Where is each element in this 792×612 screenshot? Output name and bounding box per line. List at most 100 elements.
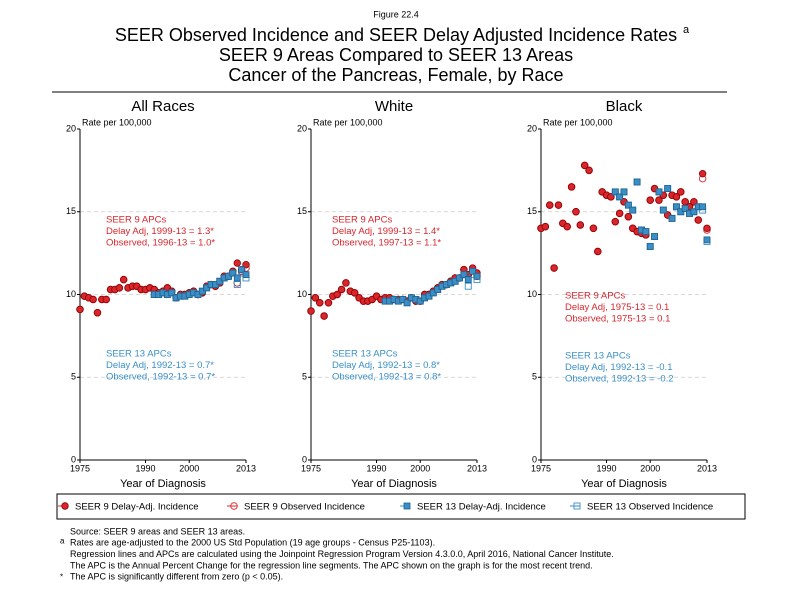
point	[307, 307, 315, 315]
title-line: Cancer of the Pancreas, Female, by Race	[228, 65, 563, 85]
y-tick-label: 5	[532, 372, 537, 382]
x-tick-label: 1990	[367, 463, 387, 473]
point	[646, 196, 654, 204]
apc-annotation: Observed, 1997-13 = 1.1*	[332, 238, 441, 249]
y-tick-label: 15	[66, 206, 76, 216]
legend-marker	[573, 502, 581, 510]
footnote: The APC is significantly different from …	[70, 572, 283, 582]
point	[668, 214, 676, 222]
point	[324, 299, 333, 307]
x-axis-label: Year of Diagnosis	[120, 478, 206, 490]
x-tick-label: 2013	[697, 463, 717, 473]
point	[473, 272, 481, 280]
y-tick-label: 10	[297, 289, 307, 299]
point	[659, 206, 667, 214]
panel-title: White	[375, 98, 413, 115]
y-tick-label: 5	[302, 372, 307, 382]
point	[580, 161, 589, 170]
x-tick-label: 1990	[136, 463, 156, 473]
point	[403, 299, 411, 307]
point	[119, 275, 128, 284]
point	[611, 188, 619, 196]
point	[624, 213, 633, 221]
point	[541, 222, 550, 231]
point	[572, 208, 580, 216]
title-line: SEER 9 Areas Compared to SEER 13 Areas	[219, 45, 573, 65]
point	[699, 203, 707, 211]
point	[233, 274, 241, 282]
apc-annotation: Delay Adj, 1992-13 = -0.1	[565, 362, 672, 373]
legend-marker	[61, 502, 69, 510]
point	[320, 312, 328, 320]
title-line: SEER Observed Incidence and SEER Delay A…	[115, 25, 677, 45]
footnote: Source: SEER 9 areas and SEER 13 areas.	[70, 526, 245, 536]
point	[629, 206, 637, 214]
apc-annotation: SEER 9 APCs	[565, 291, 625, 302]
point	[102, 295, 110, 304]
legend-label: SEER 13 Observed Incidence	[587, 502, 713, 513]
x-tick-label: 2000	[179, 463, 199, 473]
x-tick-label: 2000	[410, 463, 430, 473]
point	[311, 294, 320, 302]
point	[316, 299, 324, 307]
y-tick-label: 20	[527, 123, 537, 133]
point	[594, 247, 602, 256]
title-note: a	[683, 24, 690, 36]
point	[633, 178, 641, 186]
footnote: The APC is the Annual Percent Change for…	[70, 560, 593, 570]
point	[93, 309, 102, 317]
point	[460, 271, 468, 279]
apc-annotation: Delay Adj, 1992-13 = 0.7*	[106, 360, 214, 371]
legend-marker	[403, 502, 411, 510]
apc-annotation: Observed, 1992-13 = -0.2	[565, 373, 674, 384]
point	[576, 221, 585, 229]
point	[642, 228, 650, 236]
point	[168, 289, 176, 297]
point	[624, 201, 632, 209]
point	[690, 208, 698, 216]
point	[651, 233, 658, 240]
legend-label: SEER 9 Observed Incidence	[244, 502, 365, 513]
legend-marker	[230, 502, 238, 510]
x-axis-label: Year of Diagnosis	[581, 478, 667, 490]
x-tick-label: 1975	[301, 463, 321, 473]
point	[242, 271, 250, 279]
y-tick-label: 10	[527, 289, 537, 299]
x-tick-label: 1975	[70, 463, 90, 473]
point	[655, 196, 663, 204]
apc-annotation: SEER 13 APCs	[332, 349, 398, 360]
legend-box	[56, 493, 746, 520]
point	[464, 276, 472, 284]
apc-annotation: Observed, 1975-13 = 0.1	[565, 314, 670, 325]
apc-annotation: Delay Adj, 1999-13 = 1.3*	[106, 226, 214, 237]
point	[664, 185, 672, 192]
footnote-mark: *	[60, 572, 63, 581]
y-tick-label: 20	[297, 123, 307, 133]
point	[703, 224, 711, 232]
apc-annotation: Observed, 1992-13 = 0.8*	[332, 372, 441, 383]
point	[554, 201, 563, 209]
point	[546, 201, 554, 209]
point	[464, 282, 472, 290]
point	[350, 289, 359, 297]
point	[233, 281, 241, 289]
x-tick-label: 1975	[531, 463, 551, 473]
x-tick-label: 2013	[467, 463, 487, 473]
apc-annotation: SEER 9 APCs	[332, 215, 392, 226]
y-tick-label: 0	[71, 454, 76, 464]
apc-annotation: Observed, 1996-13 = 1.0*	[106, 238, 215, 249]
point	[672, 193, 681, 201]
apc-annotation: Observed, 1992-13 = 0.7*	[106, 372, 215, 383]
apc-annotation: Delay Adj, 1975-13 = 0.1	[565, 302, 669, 313]
point	[89, 295, 97, 304]
point	[567, 183, 576, 191]
point	[681, 205, 689, 212]
point	[585, 166, 593, 175]
x-tick-label: 2000	[640, 463, 660, 473]
point	[469, 267, 477, 275]
legend-label: SEER 9 Delay-Adj. Incidence	[75, 502, 199, 513]
apc-annotation: Delay Adj, 1999-13 = 1.4*	[332, 226, 440, 237]
point	[616, 193, 624, 201]
point	[550, 264, 558, 272]
point	[76, 305, 84, 314]
